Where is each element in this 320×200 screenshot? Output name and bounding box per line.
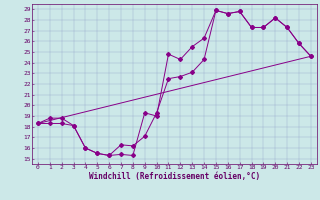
X-axis label: Windchill (Refroidissement éolien,°C): Windchill (Refroidissement éolien,°C) — [89, 172, 260, 181]
